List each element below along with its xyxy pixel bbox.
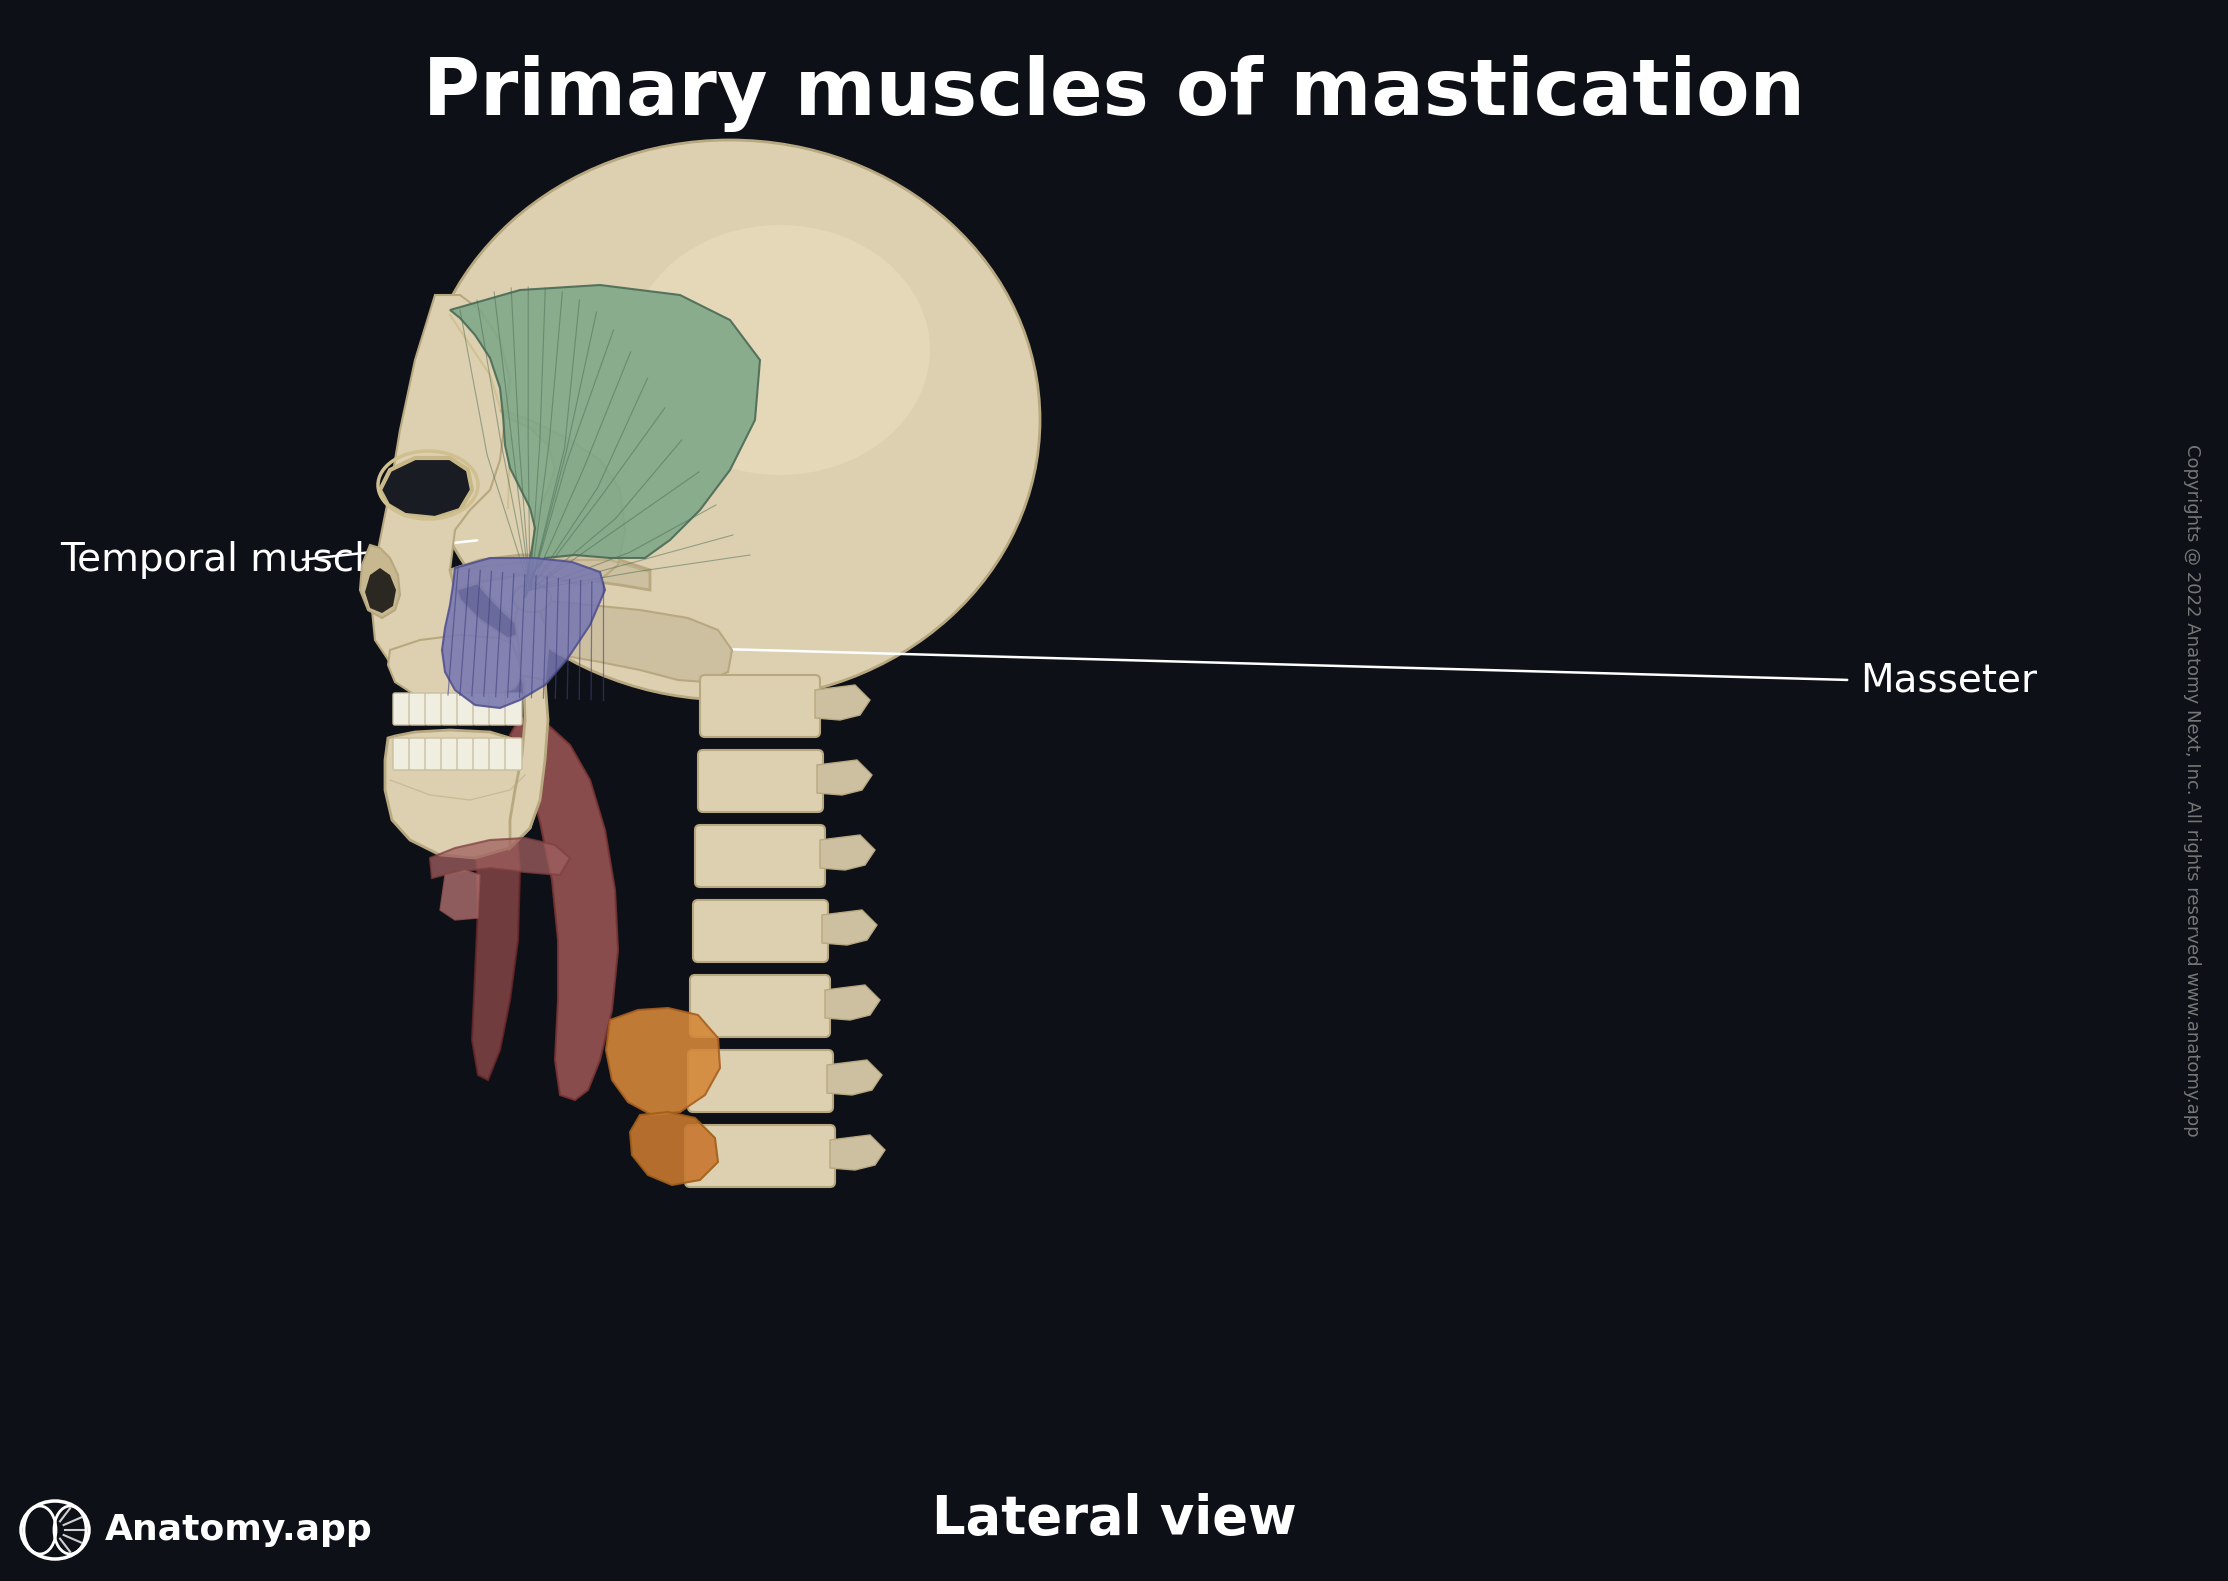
Polygon shape (370, 296, 510, 700)
FancyBboxPatch shape (506, 692, 521, 726)
FancyBboxPatch shape (688, 1050, 833, 1111)
FancyBboxPatch shape (392, 692, 410, 726)
Polygon shape (815, 685, 869, 719)
Text: Masseter: Masseter (1860, 661, 2036, 699)
Text: Lateral view: Lateral view (931, 1492, 1297, 1545)
Polygon shape (439, 870, 479, 920)
FancyBboxPatch shape (695, 825, 824, 887)
FancyBboxPatch shape (457, 692, 475, 726)
Polygon shape (365, 568, 397, 613)
FancyBboxPatch shape (506, 738, 521, 770)
FancyBboxPatch shape (684, 1126, 836, 1187)
FancyBboxPatch shape (457, 738, 475, 770)
FancyBboxPatch shape (410, 692, 426, 726)
Polygon shape (461, 738, 519, 1080)
Polygon shape (606, 1009, 720, 1115)
Polygon shape (510, 718, 617, 1100)
Text: Anatomy.app: Anatomy.app (105, 1513, 372, 1546)
FancyBboxPatch shape (472, 692, 490, 726)
Polygon shape (450, 285, 760, 598)
Polygon shape (450, 555, 651, 590)
FancyBboxPatch shape (426, 738, 441, 770)
FancyBboxPatch shape (441, 692, 459, 726)
Text: Temporal muscle: Temporal muscle (60, 541, 390, 579)
Text: Copyrights @ 2022 Anatomy Next, Inc. All rights reserved www.anatomy.app: Copyrights @ 2022 Anatomy Next, Inc. All… (2183, 444, 2201, 1137)
Polygon shape (388, 636, 526, 700)
FancyBboxPatch shape (472, 738, 490, 770)
Ellipse shape (512, 583, 550, 612)
Polygon shape (430, 838, 570, 877)
FancyBboxPatch shape (488, 692, 506, 726)
Polygon shape (385, 730, 537, 858)
Polygon shape (820, 835, 876, 870)
FancyBboxPatch shape (426, 692, 441, 726)
Polygon shape (515, 601, 548, 680)
FancyBboxPatch shape (441, 738, 459, 770)
Polygon shape (631, 1111, 717, 1186)
Polygon shape (827, 1059, 882, 1096)
Polygon shape (822, 911, 878, 945)
Polygon shape (824, 985, 880, 1020)
FancyBboxPatch shape (697, 749, 822, 813)
Polygon shape (441, 558, 606, 708)
FancyBboxPatch shape (392, 738, 410, 770)
Polygon shape (499, 409, 626, 585)
Polygon shape (535, 601, 733, 681)
Text: Primary muscles of mastication: Primary muscles of mastication (423, 55, 1805, 131)
FancyBboxPatch shape (691, 975, 831, 1037)
Ellipse shape (421, 141, 1040, 700)
Polygon shape (831, 1135, 885, 1170)
Polygon shape (818, 760, 871, 795)
FancyBboxPatch shape (410, 738, 426, 770)
FancyBboxPatch shape (693, 900, 829, 961)
Ellipse shape (631, 225, 929, 474)
FancyBboxPatch shape (700, 675, 820, 737)
Polygon shape (361, 545, 401, 618)
FancyBboxPatch shape (488, 738, 506, 770)
Polygon shape (381, 458, 472, 519)
Polygon shape (510, 636, 548, 847)
